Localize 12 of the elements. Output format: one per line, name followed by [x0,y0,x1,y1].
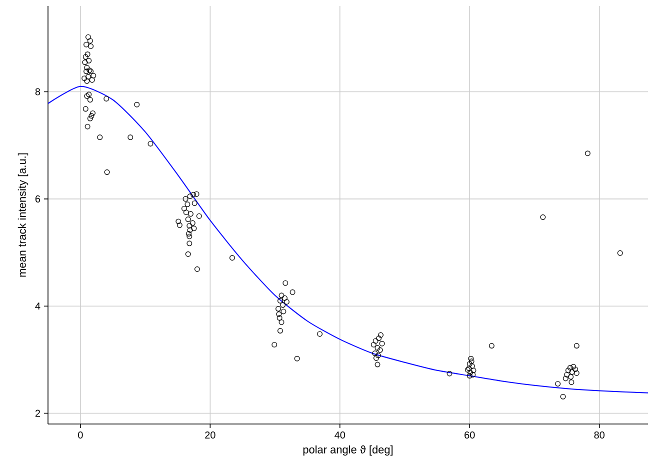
y-tick-label: 4 [35,302,40,310]
y-axis-title: mean track intensity [a.u.] [18,153,28,277]
x-tick-label: 20 [205,432,216,439]
x-axis-title: polar angle ϑ [deg] [303,445,393,456]
x-tick-label: 0 [78,432,83,439]
x-tick-label: 80 [594,432,605,439]
y-tick-label: 6 [35,195,40,202]
y-tick-label: 8 [35,88,40,96]
x-tick-label: 40 [334,432,346,439]
y-tick-label: 2 [35,410,40,417]
line-series [48,86,648,394]
x-tick-label: 60 [464,432,475,439]
